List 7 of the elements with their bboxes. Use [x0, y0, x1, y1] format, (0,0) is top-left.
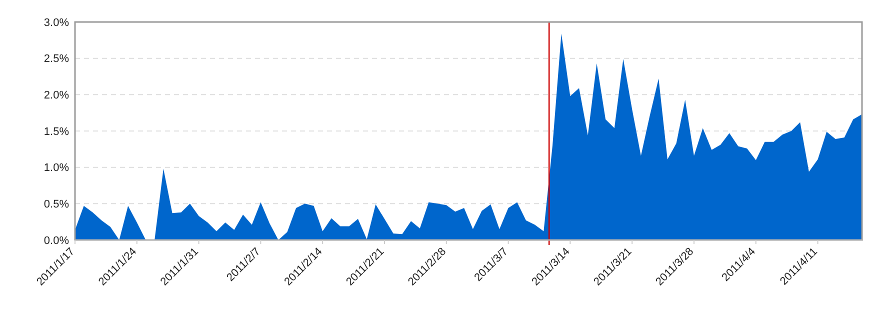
y-tick-label: 0.5%	[44, 198, 70, 211]
y-tick-label: 1.5%	[44, 126, 70, 138]
y-tick-label: 3.0%	[44, 16, 70, 29]
y-tick-label: 1.0%	[44, 162, 70, 174]
y-tick-label: 2.5%	[44, 53, 70, 66]
y-tick-label: 0.0%	[44, 234, 70, 247]
y-tick-label: 2.0%	[44, 90, 70, 102]
